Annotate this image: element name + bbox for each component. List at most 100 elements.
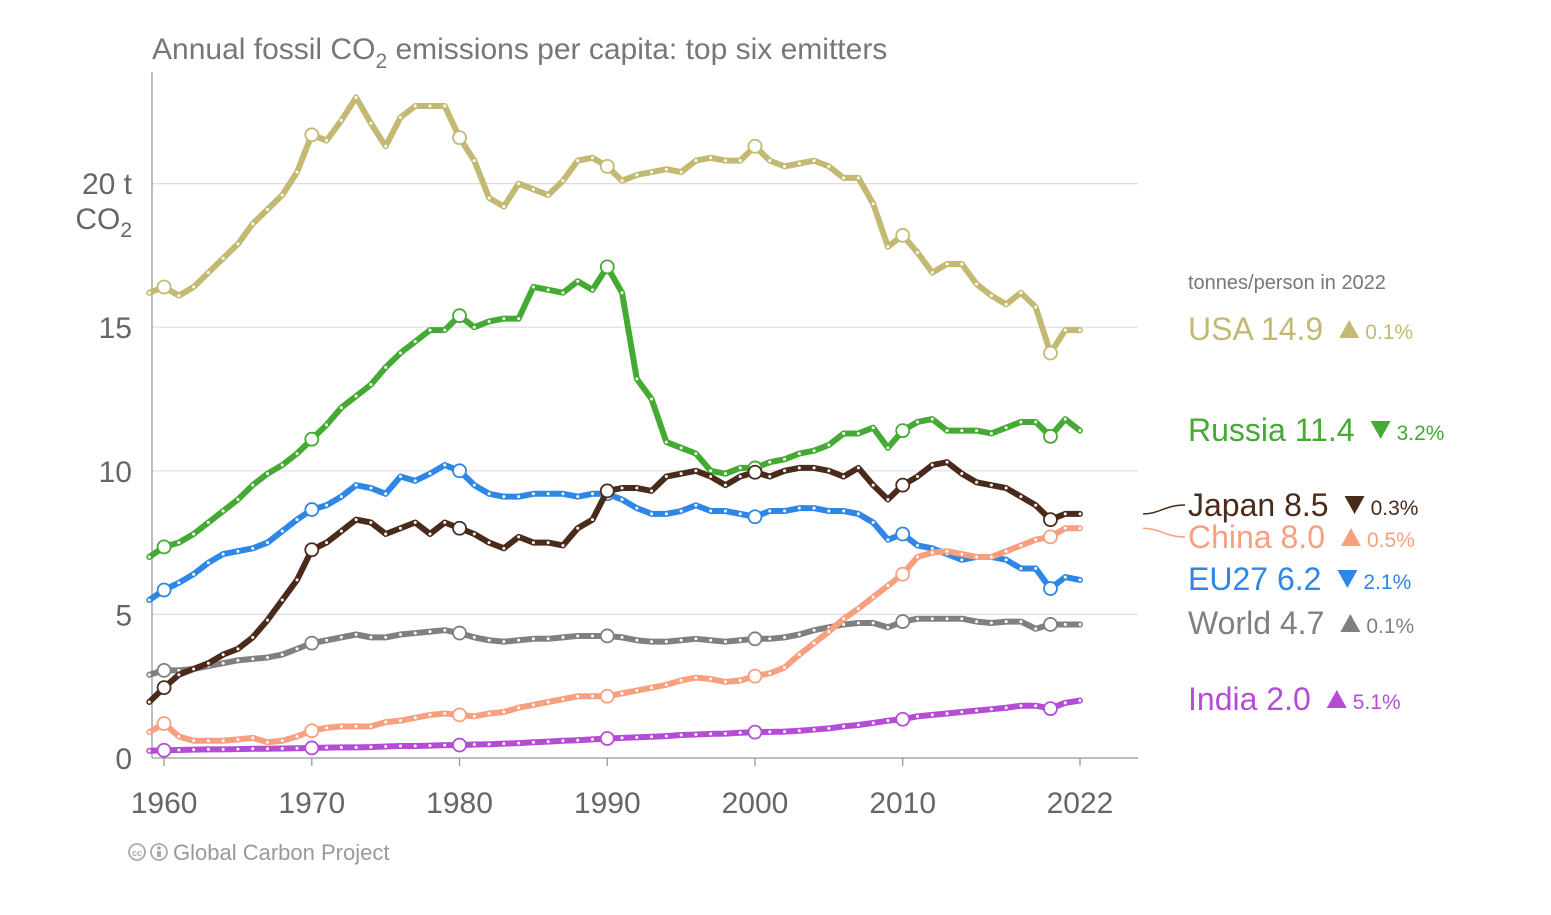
point-japan-1975 <box>384 532 388 536</box>
point-china-1975 <box>384 720 388 724</box>
point-world-1984 <box>517 638 521 642</box>
y-tick-label: 5 <box>115 599 132 632</box>
point-eu27-2009 <box>886 538 890 542</box>
point-world-1971 <box>325 638 329 642</box>
series-line-russia <box>146 263 1083 560</box>
point-usa-1983 <box>502 205 506 209</box>
point-india-1972 <box>339 745 343 749</box>
point-japan-2012 <box>930 463 934 467</box>
point-usa-1962 <box>192 285 196 289</box>
point-india-1976 <box>398 744 402 748</box>
point-usa-2000 <box>747 138 763 154</box>
point-eu27-1965 <box>236 549 240 553</box>
point-japan-2014 <box>960 472 964 476</box>
point-china-1984 <box>517 706 521 710</box>
point-eu27-1964 <box>221 552 225 556</box>
point-china-1965 <box>236 737 240 741</box>
point-russia-1968 <box>280 463 284 467</box>
triangle-up-icon-india <box>1326 690 1347 708</box>
point-china-1966 <box>251 736 255 740</box>
point-india-1986 <box>546 740 550 744</box>
point-china-1986 <box>546 700 550 704</box>
point-china-1963 <box>206 739 210 743</box>
point-world-2009 <box>886 625 890 629</box>
point-world-2008 <box>871 621 875 625</box>
point-usa-1980 <box>452 130 467 146</box>
point-world-2006 <box>842 622 846 626</box>
series-eu27 <box>146 462 1083 604</box>
point-russia-1961 <box>177 541 181 545</box>
point-japan-2007 <box>856 466 860 470</box>
point-russia-2016 <box>989 431 993 435</box>
point-usa-2010 <box>895 227 911 243</box>
point-india-1985 <box>531 740 535 744</box>
point-china-2002 <box>783 666 787 670</box>
point-usa-1996 <box>694 159 698 163</box>
point-world-2022 <box>1078 622 1082 626</box>
point-india-1999 <box>738 731 742 735</box>
point-india-2009 <box>886 719 890 723</box>
point-china-2007 <box>856 607 860 611</box>
x-tick-label: 2010 <box>869 787 936 820</box>
point-india-1997 <box>709 732 713 736</box>
point-india-2001 <box>768 730 772 734</box>
point-russia-2010 <box>895 423 911 438</box>
point-usa-1975 <box>384 144 388 148</box>
x-tick-labels: 1960 1970 1980 1990 2000 2010 2022 <box>131 758 1113 820</box>
point-china-1959 <box>147 730 151 734</box>
point-usa-1997 <box>709 156 713 160</box>
point-india-1962 <box>192 748 196 752</box>
point-russia-1992 <box>635 377 639 381</box>
point-eu27-1966 <box>251 546 255 550</box>
point-japan-1982 <box>487 541 491 545</box>
point-japan-2004 <box>812 466 816 470</box>
point-russia-1965 <box>236 498 240 502</box>
point-china-1982 <box>487 711 491 715</box>
point-japan-1973 <box>354 518 358 522</box>
point-usa-1988 <box>576 159 580 163</box>
point-india-2007 <box>856 723 860 727</box>
point-eu27-1983 <box>502 495 506 499</box>
point-usa-1979 <box>443 104 447 108</box>
point-india-2012 <box>930 713 934 717</box>
point-russia-2008 <box>871 426 875 430</box>
y-tick-labels: 0 5 10 15 <box>99 312 132 776</box>
point-world-1983 <box>502 640 506 644</box>
legend-change-eu27: 2.1% <box>1363 571 1411 594</box>
point-world-2012 <box>930 617 934 621</box>
point-india-1977 <box>413 744 417 748</box>
point-india-2013 <box>945 711 949 715</box>
point-japan-1992 <box>635 486 639 490</box>
point-china-1992 <box>635 689 639 693</box>
point-usa-2022 <box>1078 328 1082 332</box>
point-russia-2006 <box>842 431 846 435</box>
point-world-2003 <box>797 633 801 637</box>
point-japan-2006 <box>842 475 846 479</box>
point-usa-2007 <box>856 176 860 180</box>
point-china-2021 <box>1063 526 1067 530</box>
point-russia-1998 <box>723 472 727 476</box>
point-world-1968 <box>280 653 284 657</box>
point-usa-1977 <box>413 104 417 108</box>
legend-header: tonnes/person in 2022 <box>1188 272 1386 294</box>
point-japan-1990 <box>599 483 615 499</box>
point-japan-1981 <box>472 532 476 536</box>
point-usa-1982 <box>487 196 491 200</box>
point-japan-1963 <box>206 661 210 665</box>
point-japan-2010 <box>895 477 911 493</box>
point-india-1990 <box>599 731 615 746</box>
point-china-1960 <box>156 716 172 731</box>
point-world-1975 <box>384 635 388 639</box>
point-russia-2018 <box>1019 420 1023 424</box>
point-india-1998 <box>723 732 727 736</box>
point-india-1971 <box>325 746 329 750</box>
legend-change-usa: 0.1% <box>1365 321 1413 344</box>
point-japan-1998 <box>723 483 727 487</box>
point-japan-1980 <box>452 520 467 536</box>
svg-text:cc: cc <box>132 848 142 858</box>
point-japan-1964 <box>221 653 225 657</box>
point-japan-1967 <box>265 618 269 622</box>
point-russia-1999 <box>738 466 742 470</box>
point-china-2017 <box>1004 549 1008 553</box>
point-usa-1985 <box>531 187 535 191</box>
